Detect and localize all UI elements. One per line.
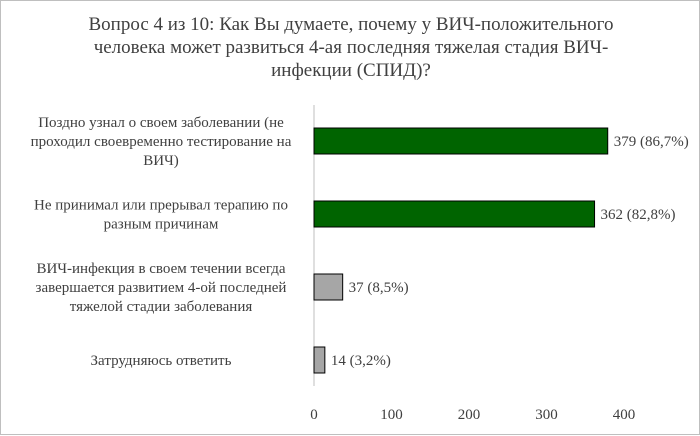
bar [313, 127, 609, 155]
x-tick-label: 0 [310, 407, 318, 423]
category-label: ВИЧ-инфекция в своем течении всегда завер… [36, 261, 287, 315]
x-tick-label: 400 [613, 407, 636, 423]
bar [313, 200, 596, 228]
category-label: Поздно узнал о своем заболевании (не прох… [31, 115, 292, 169]
category-label-line: тяжелой стадии заболевания [70, 299, 253, 315]
category-label: Не принимал или прерывал терапию по разны… [34, 198, 288, 233]
data-label: 14 (3,2%) [331, 353, 391, 369]
bar [313, 273, 344, 301]
data-label: 37 (8,5%) [349, 280, 409, 296]
x-tick-label: 300 [535, 407, 558, 423]
category-label-line: завершается развитием 4-ой последней [36, 280, 287, 296]
category-label-line: Поздно узнал о своем заболевании (не [38, 115, 284, 131]
category-label-line: разным причинам [104, 217, 219, 233]
category-label-line: Не принимал или прерывал терапию по [34, 198, 288, 214]
data-label: 362 (82,8%) [601, 207, 676, 223]
category-label: Затрудняюсь ответить [91, 353, 232, 369]
data-label: 379 (86,7%) [614, 134, 689, 150]
chart-title: Вопрос 4 из 10: Как Вы думаете, почему у… [88, 14, 614, 81]
category-label-line: проходил своевременно тестирование на [31, 134, 292, 150]
x-tick-label: 200 [458, 407, 481, 423]
bar [313, 346, 326, 374]
category-label-line: ВИЧ-инфекция в своем течении всегда [36, 261, 285, 277]
x-tick-label: 100 [380, 407, 403, 423]
category-label-line: ВИЧ) [143, 153, 179, 169]
category-label-line: Затрудняюсь ответить [91, 353, 232, 369]
